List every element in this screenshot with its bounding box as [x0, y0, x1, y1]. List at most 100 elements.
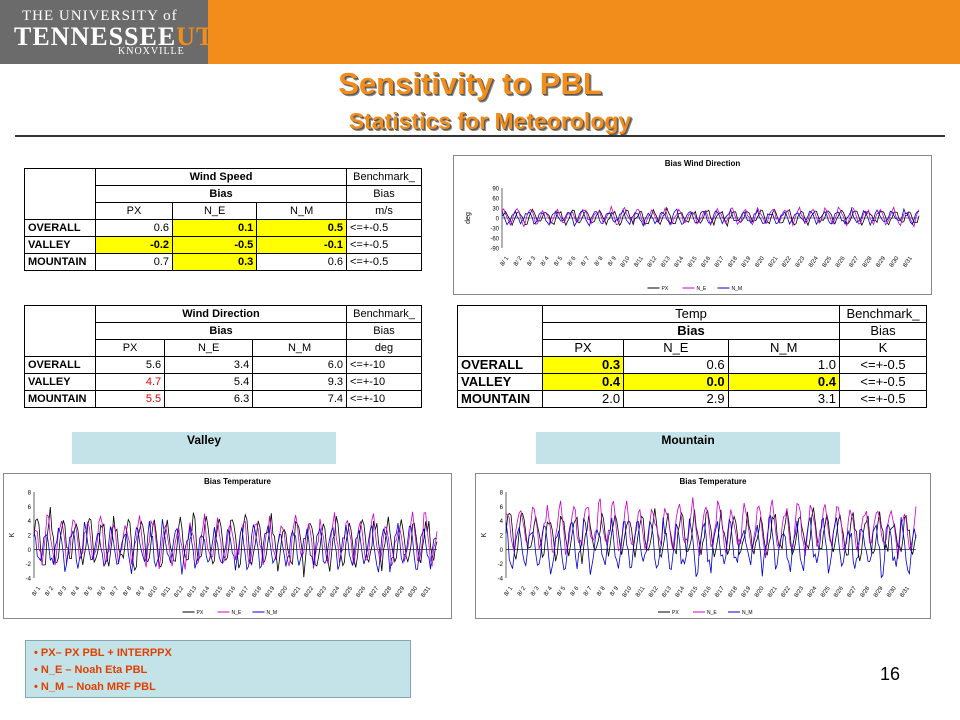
x-tick-label: 8/14	[200, 585, 212, 599]
y-tick-label: 8	[28, 491, 32, 497]
x-tick-label: 8/15	[688, 585, 700, 599]
legend-item-px: PX– PX PBL + INTERPPX	[34, 645, 410, 662]
x-tick-label: 8/24	[807, 585, 819, 599]
x-tick-label: 8/ 6	[567, 255, 578, 267]
y-tick-label: 8	[500, 491, 504, 497]
y-tick-label: 2	[500, 534, 504, 540]
y-tick-label: -60	[490, 237, 499, 243]
x-tick-label: 8/13	[661, 585, 673, 599]
x-tick-label: 8/17	[714, 255, 726, 269]
series-line-n-m	[505, 514, 917, 579]
mountain-region-bar: Mountain	[536, 432, 840, 464]
x-tick-label: 8/26	[833, 585, 845, 599]
x-tick-label: 8/31	[902, 255, 914, 269]
x-tick-label: 8/27	[847, 585, 859, 599]
logo-line3: KNOXVILLE	[118, 46, 185, 57]
wind-direction-bias-svg: Bias Wind Direction 90 60 30 0 -30 -60 -90 deg 8/…	[465, 159, 920, 292]
y-tick-label: 6	[500, 505, 504, 511]
x-tick-label: 8/13	[660, 255, 672, 269]
x-tick-label: 8/30	[886, 585, 898, 599]
x-tick-label: 8/21	[768, 255, 780, 269]
legend-label: PX	[662, 286, 669, 292]
y-tick-label: -2	[498, 562, 504, 568]
y-axis-label: K	[481, 532, 488, 537]
x-tick-label: 8/12	[648, 585, 660, 599]
series-line-n-e	[33, 511, 438, 570]
x-tick-label: 8/ 4	[540, 255, 551, 267]
x-tick-label: 8/25	[343, 585, 355, 599]
x-tick-label: 8/ 5	[83, 585, 94, 597]
y-tick-label: 4	[28, 519, 32, 525]
table-row: VALLEY 0.4 0.0 0.4 <=+-0.5	[457, 373, 927, 391]
x-tick-label: 8/17	[239, 585, 251, 599]
x-tick-label: 8/ 3	[57, 585, 68, 597]
table-row: OVERALL 5.6 3.4 6.0 <=+-10	[24, 356, 422, 374]
y-tick-label: 90	[492, 187, 499, 193]
x-tick-label: 8/ 1	[500, 255, 511, 267]
temperature-table: Temp Benchmark_ Bias Bias PX N_E N_M K O…	[457, 305, 927, 408]
x-tick-label: 8/11	[635, 585, 647, 598]
wind-direction-bias-chart: Bias Wind Direction 90 60 30 0 -30 -60 -90 deg 8/…	[453, 155, 932, 295]
x-tick-label: 8/16	[701, 255, 713, 269]
slide-subtitle: Statistics for Meteorology	[348, 108, 632, 134]
x-tick-label: 8/ 9	[135, 585, 146, 597]
legend-label: N_M	[742, 610, 753, 616]
table-row: OVERALL 0.6 0.1 0.5 <=+-0.5	[24, 219, 422, 237]
x-tick-label: 8/26	[356, 585, 368, 599]
x-tick-label: 8/ 6	[570, 585, 581, 597]
chart-title: Bias Temperature	[204, 477, 272, 486]
x-tick-label: 8/16	[701, 585, 713, 599]
series-line-n-e	[505, 497, 917, 560]
x-tick-label: 8/18	[727, 255, 739, 269]
x-tick-label: 8/20	[754, 585, 766, 599]
x-tick-label: 8/29	[875, 255, 887, 269]
y-tick-label: 60	[492, 197, 499, 203]
x-tick-label: 8/13	[187, 585, 199, 599]
x-tick-label: 8/21	[291, 585, 303, 599]
x-tick-label: 8/10	[148, 585, 160, 599]
x-tick-label: 8/ 8	[596, 585, 607, 597]
x-tick-label: 8/25	[822, 255, 834, 269]
x-tick-label: 8/ 5	[554, 255, 565, 267]
x-tick-label: 8/18	[727, 585, 739, 599]
x-tick-label: 8/ 7	[109, 585, 120, 597]
x-tick-label: 8/11	[634, 255, 646, 268]
legend-label: N_E	[232, 610, 242, 616]
x-tick-label: 8/27	[369, 585, 381, 599]
table-row: VALLEY -0.2 -0.5 -0.1 <=+-0.5	[24, 236, 422, 254]
x-tick-label: 8/20	[278, 585, 290, 599]
x-tick-label: 8/28	[862, 255, 874, 269]
x-tick-label: 8/24	[330, 585, 342, 599]
x-tick-label: 8/27	[848, 255, 860, 269]
x-tick-label: 8/ 2	[44, 585, 55, 597]
legend-item-ne: N_E – Noah Eta PBL	[34, 662, 410, 679]
x-tick-label: 8/15	[687, 255, 699, 269]
x-tick-label: 8/12	[174, 585, 186, 599]
mountain-temperature-bias-chart: Bias Temperature 8 6 4 2 0 -2 -4 K 8/ 1 8/ 2 8/ 3 8/…	[475, 473, 931, 619]
x-tick-label: 8/19	[741, 585, 753, 599]
x-tick-label: 8/ 8	[594, 255, 605, 267]
x-tick-label: 8/10	[620, 255, 632, 269]
series-line-n-m	[33, 518, 438, 575]
x-tick-label: 8/15	[213, 585, 225, 599]
y-axis-label: K	[9, 532, 16, 537]
legend-label: PX	[672, 610, 679, 616]
pbl-legend-box: PX– PX PBL + INTERPPX N_E – Noah Eta PBL…	[25, 640, 411, 698]
series-line-n-m	[501, 207, 920, 228]
series-line-n-e	[501, 205, 920, 228]
x-tick-label: 8/26	[835, 255, 847, 269]
x-tick-label: 8/17	[714, 585, 726, 599]
x-tick-label: 8/16	[226, 585, 238, 599]
x-tick-label: 8/21	[767, 585, 779, 599]
page-number: 16	[880, 664, 901, 684]
valley-temperature-bias-chart: Bias Temperature 8 6 4 2 0 -2 -4 K 8/ 1 8/ 2 8/ 3 8/…	[3, 473, 452, 619]
y-tick-label: -2	[26, 562, 32, 568]
x-tick-label: 8/11	[161, 585, 173, 598]
x-tick-label: 8/ 4	[70, 585, 81, 597]
chart-title: Bias Temperature	[680, 477, 748, 486]
x-tick-label: 8/ 9	[609, 585, 620, 597]
x-tick-label: 8/31	[899, 585, 911, 599]
series-line-px	[505, 507, 917, 565]
